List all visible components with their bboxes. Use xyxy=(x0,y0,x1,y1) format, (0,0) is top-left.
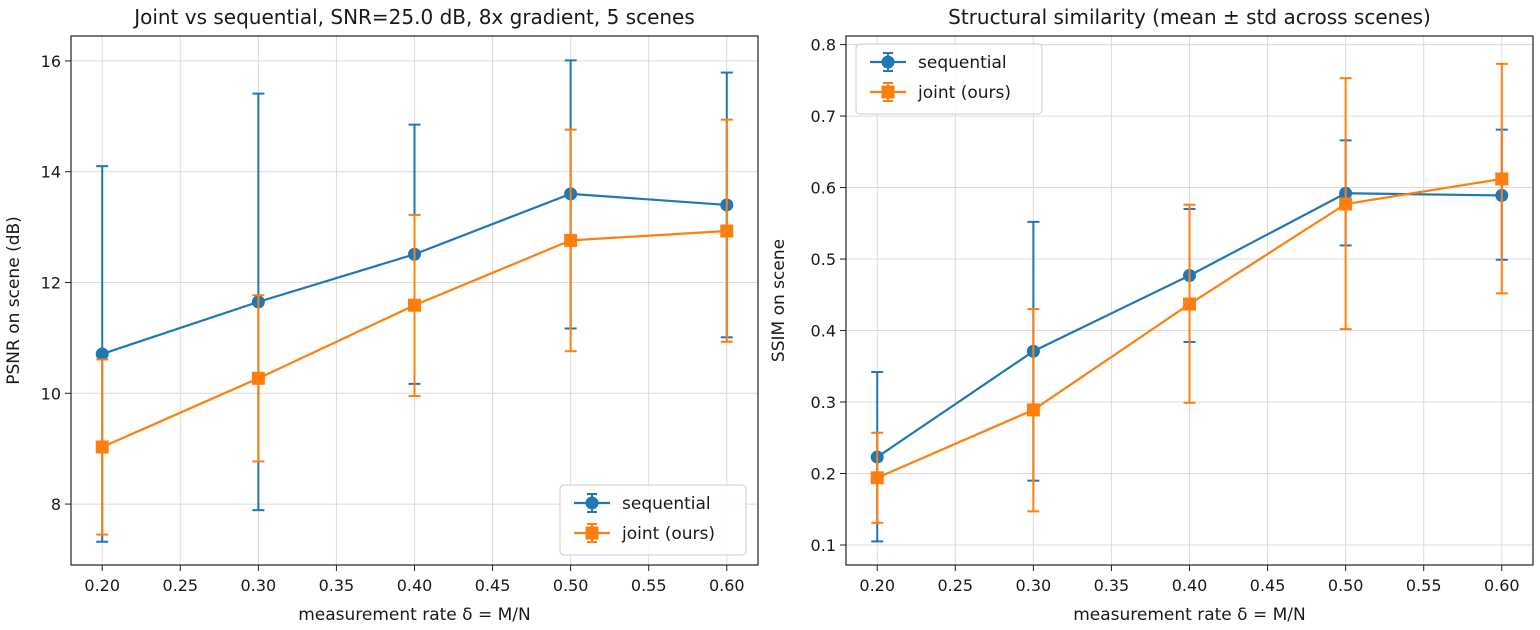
data-point xyxy=(251,371,265,385)
data-point xyxy=(1339,197,1353,211)
legend-label: sequential xyxy=(918,53,1007,73)
legend: sequential joint (ours) xyxy=(855,43,1043,115)
x-tick-label: 0.20 xyxy=(84,576,120,595)
data-point xyxy=(95,347,109,361)
x-tick-label: 0.60 xyxy=(709,576,745,595)
data-point xyxy=(408,298,421,312)
data-point xyxy=(95,440,109,454)
legend-label: joint (ours) xyxy=(917,83,1011,103)
x-tick-label: 0.45 xyxy=(1250,576,1286,595)
axes-frame xyxy=(845,35,1534,566)
y-axis-label: SSIM on scene xyxy=(769,239,789,362)
x-tick-label: 0.25 xyxy=(162,576,198,595)
data-point xyxy=(564,233,578,247)
legend-label: sequential xyxy=(622,494,711,514)
legend-label: joint (ours) xyxy=(621,524,715,544)
data-point xyxy=(720,224,734,238)
x-tick-label: 0.30 xyxy=(241,576,277,595)
legend: sequential joint (ours) xyxy=(559,484,747,556)
x-tick-label: 0.40 xyxy=(397,576,433,595)
y-tick-label: 0.5 xyxy=(811,250,836,269)
y-tick-label: 10 xyxy=(41,384,61,403)
x-tick-label: 0.55 xyxy=(631,576,667,595)
y-tick-label: 14 xyxy=(41,163,61,182)
y-tick-label: 0.2 xyxy=(811,464,836,483)
x-tick-label: 0.45 xyxy=(475,576,511,595)
y-tick-label: 0.7 xyxy=(811,107,836,126)
chart-2: 0.20 0.25 0.30 0.35 0.40 0.45 0.50 0.55 0.60 0.1 0… xyxy=(769,5,1534,625)
x-tick-label: 0.30 xyxy=(1016,576,1052,595)
x-tick-label: 0.20 xyxy=(859,576,895,595)
legend-marker xyxy=(881,55,895,69)
x-tick-label: 0.40 xyxy=(1172,576,1208,595)
y-tick-label: 0.3 xyxy=(811,393,836,412)
x-axis-label: measurement rate δ = M/N xyxy=(298,605,531,625)
chart-title: Structural similarity (mean ± std across… xyxy=(948,5,1431,29)
data-point xyxy=(870,471,884,485)
series-joint xyxy=(95,118,734,536)
y-axis-label: PSNR on scene (dB) xyxy=(4,216,24,385)
y-tick-label: 0.1 xyxy=(811,536,836,555)
y-tick-label: 12 xyxy=(41,273,61,292)
y-tick-label: 0.4 xyxy=(811,322,836,341)
axes-frame xyxy=(70,35,759,566)
x-axis-label: measurement rate δ = M/N xyxy=(1073,605,1306,625)
x-tick-label: 0.55 xyxy=(1406,576,1442,595)
data-point xyxy=(1183,297,1196,311)
x-tick-label: 0.35 xyxy=(1094,576,1130,595)
x-tick-label: 0.50 xyxy=(553,576,589,595)
x-tick-label: 0.60 xyxy=(1484,576,1520,595)
x-tick-label: 0.35 xyxy=(319,576,355,595)
series-joint xyxy=(870,62,1509,524)
data-point xyxy=(1495,172,1509,186)
legend-marker xyxy=(585,526,599,540)
y-tick-label: 8 xyxy=(51,495,61,514)
y-tick-label: 0.6 xyxy=(811,179,836,198)
y-tick-label: 0.8 xyxy=(811,36,836,55)
legend-marker xyxy=(585,496,599,510)
data-point xyxy=(1026,403,1040,417)
y-tick-label: 16 xyxy=(41,52,61,71)
x-tick-label: 0.50 xyxy=(1328,576,1364,595)
x-tick-label: 0.25 xyxy=(937,576,973,595)
chart-1: 0.20 0.25 0.30 0.35 0.40 0.45 0.50 0.55 0.60 8 10 1… xyxy=(4,5,759,625)
chart-title: Joint vs sequential, SNR=25.0 dB, 8x gra… xyxy=(132,5,695,29)
legend-marker xyxy=(881,85,895,99)
